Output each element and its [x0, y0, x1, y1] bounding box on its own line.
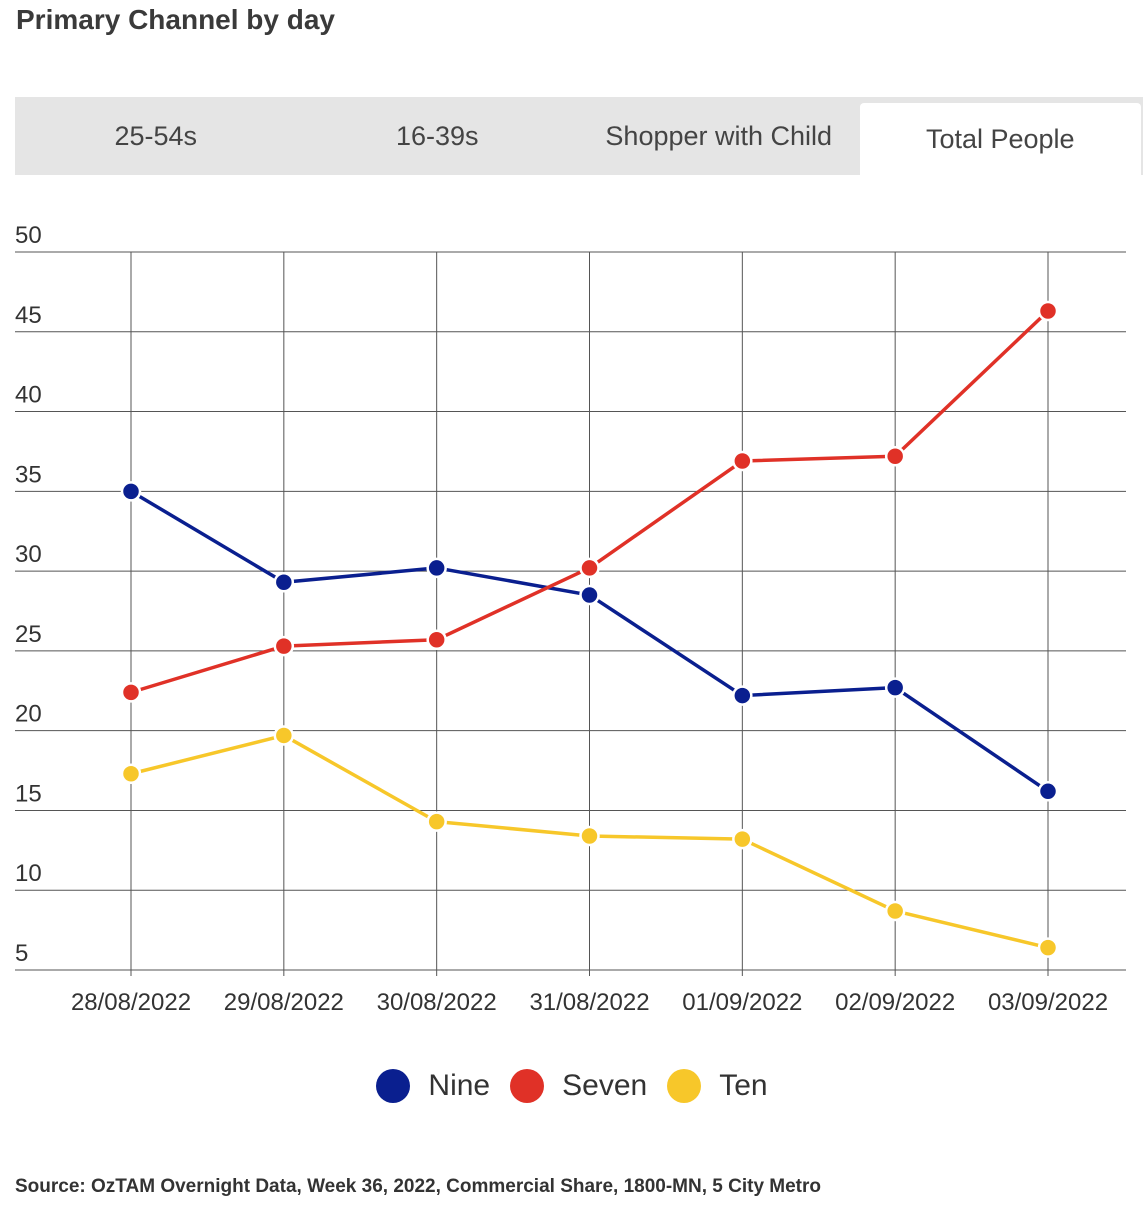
x-tick-label-4: 01/09/2022: [682, 989, 802, 1015]
data-point-ten-1: [273, 725, 295, 746]
tab-total-people[interactable]: Total People: [859, 103, 1141, 175]
tab-shopper-with-child[interactable]: Shopper with Child: [605, 120, 833, 151]
legend-label-ten: Ten: [719, 1069, 768, 1102]
data-point-nine-5: [884, 677, 906, 698]
chart-svg: 5 10 15 20 25 30 35 40 45 50 28/08/2022 29/08/2022 3…: [15, 222, 1126, 1015]
tab-25-54s[interactable]: 25-54s: [114, 120, 198, 151]
data-point-seven-5: [884, 445, 906, 467]
data-point-nine-6: [1037, 781, 1059, 802]
legend-item-nine[interactable]: Nine: [376, 1069, 490, 1103]
data-point-ten-0: [120, 763, 142, 784]
y-tick-label-50: 50: [15, 222, 42, 249]
data-point-nine-2: [426, 557, 447, 579]
legend-item-seven[interactable]: Seven: [510, 1069, 647, 1103]
data-point-seven-4: [732, 450, 753, 472]
y-tick-label-5: 5: [15, 940, 28, 967]
data-point-seven-3: [579, 557, 600, 579]
data-point-ten-4: [732, 828, 753, 850]
y-tick-label-25: 25: [15, 621, 42, 648]
line-chart: 5 10 15 20 25 30 35 40 45 50 28/08/2022 29/08/2022 3…: [0, 215, 1144, 1015]
data-point-ten-2: [426, 811, 447, 832]
x-tick-label-1: 29/08/2022: [224, 989, 344, 1015]
legend-item-ten[interactable]: Ten: [667, 1069, 768, 1103]
data-point-ten-3: [579, 825, 600, 847]
page-title: Primary Channel by day: [16, 4, 336, 35]
legend-label-seven: Seven: [562, 1069, 648, 1102]
y-tick-label-40: 40: [15, 382, 42, 409]
x-tick-label-6: 03/09/2022: [988, 989, 1108, 1015]
data-point-ten-5: [884, 900, 906, 922]
y-tick-label-30: 30: [15, 541, 42, 568]
data-point-seven-0: [120, 682, 142, 703]
legend-swatch-nine: [376, 1069, 411, 1103]
data-point-seven-1: [273, 635, 295, 657]
data-point-seven-6: [1037, 300, 1059, 322]
data-point-nine-0: [120, 481, 142, 502]
x-tick-label-5: 02/09/2022: [835, 989, 955, 1015]
y-tick-label-35: 35: [15, 461, 42, 488]
data-point-ten-6: [1037, 937, 1059, 958]
y-tick-label-20: 20: [15, 701, 42, 728]
data-point-nine-1: [273, 572, 295, 593]
x-tick-label-0: 28/08/2022: [71, 989, 191, 1015]
tab-bar: 25-54s 16-39s Shopper with Child Total P…: [15, 97, 1143, 175]
x-tick-label-3: 31/08/2022: [529, 989, 649, 1015]
legend-swatch-seven: [510, 1069, 545, 1103]
chart-legend: Nine Seven Ten: [0, 1062, 1144, 1110]
data-point-seven-2: [426, 629, 447, 650]
data-point-nine-4: [732, 685, 753, 706]
y-tick-label-15: 15: [15, 780, 42, 807]
y-tick-label-10: 10: [15, 860, 42, 887]
legend-swatch-ten: [667, 1069, 702, 1103]
y-tick-label-45: 45: [15, 302, 42, 329]
x-tick-label-2: 30/08/2022: [377, 989, 497, 1015]
source-note: Source: OzTAM Overnight Data, Week 36, 2…: [15, 1176, 822, 1197]
tab-16-39s[interactable]: 16-39s: [395, 120, 479, 151]
data-point-nine-3: [579, 584, 600, 606]
legend-label-nine: Nine: [428, 1069, 491, 1102]
